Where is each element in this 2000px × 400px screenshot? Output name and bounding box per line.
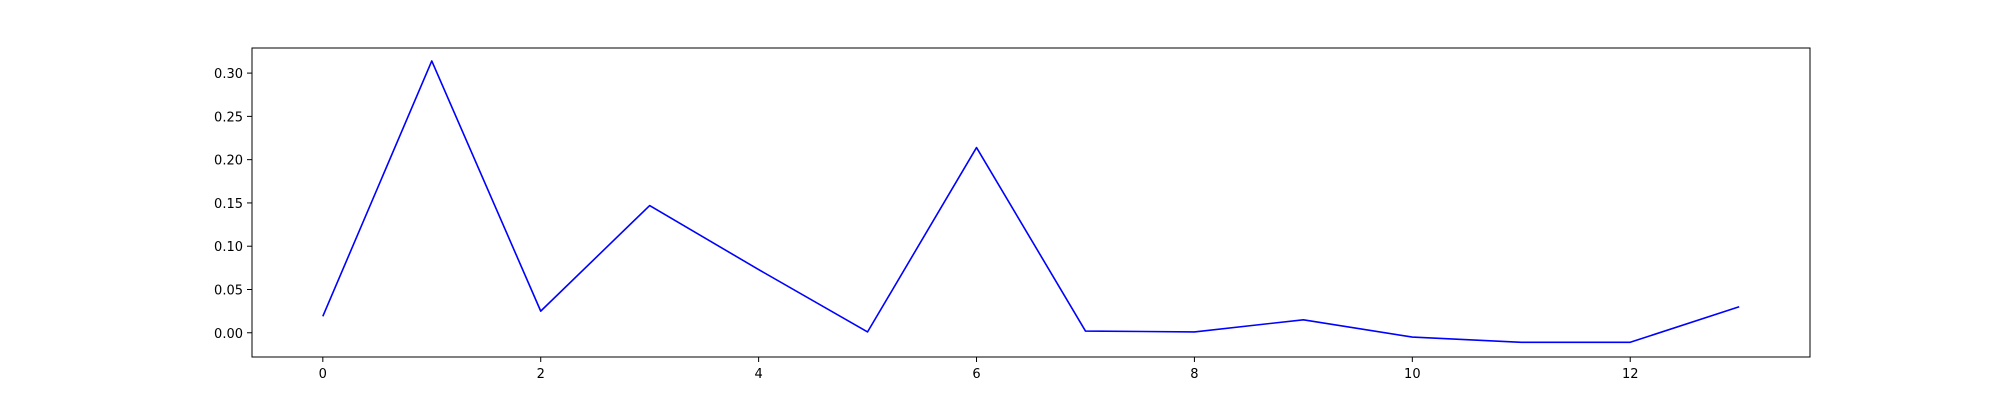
x-tick-label: 12: [1622, 367, 1639, 382]
x-tick-label: 4: [754, 367, 762, 382]
y-tick-label: 0.10: [214, 240, 243, 255]
series-line: [322, 60, 1740, 344]
x-tick-label: 6: [972, 367, 980, 382]
plot-area: [251, 47, 1811, 358]
x-tick-label: 10: [1404, 367, 1421, 382]
y-tick-label: 0.15: [214, 197, 243, 212]
y-tick-label: 0.05: [214, 283, 243, 298]
x-tick-label: 0: [319, 367, 327, 382]
y-tick-label: 0.00: [214, 327, 243, 342]
x-axis: 0 2 4 6 8 10 12: [319, 357, 1639, 382]
y-tick-label: 0.20: [214, 154, 243, 169]
y-axis: 0.00 0.05 0.10 0.15 0.20 0.25 0.30: [214, 67, 252, 342]
plot-frame: [251, 47, 1811, 358]
x-tick-label: 8: [1190, 367, 1198, 382]
x-tick-label: 2: [537, 367, 545, 382]
y-tick-label: 0.30: [214, 67, 243, 82]
y-tick-label: 0.25: [214, 110, 243, 125]
series-layer: [322, 60, 1740, 344]
